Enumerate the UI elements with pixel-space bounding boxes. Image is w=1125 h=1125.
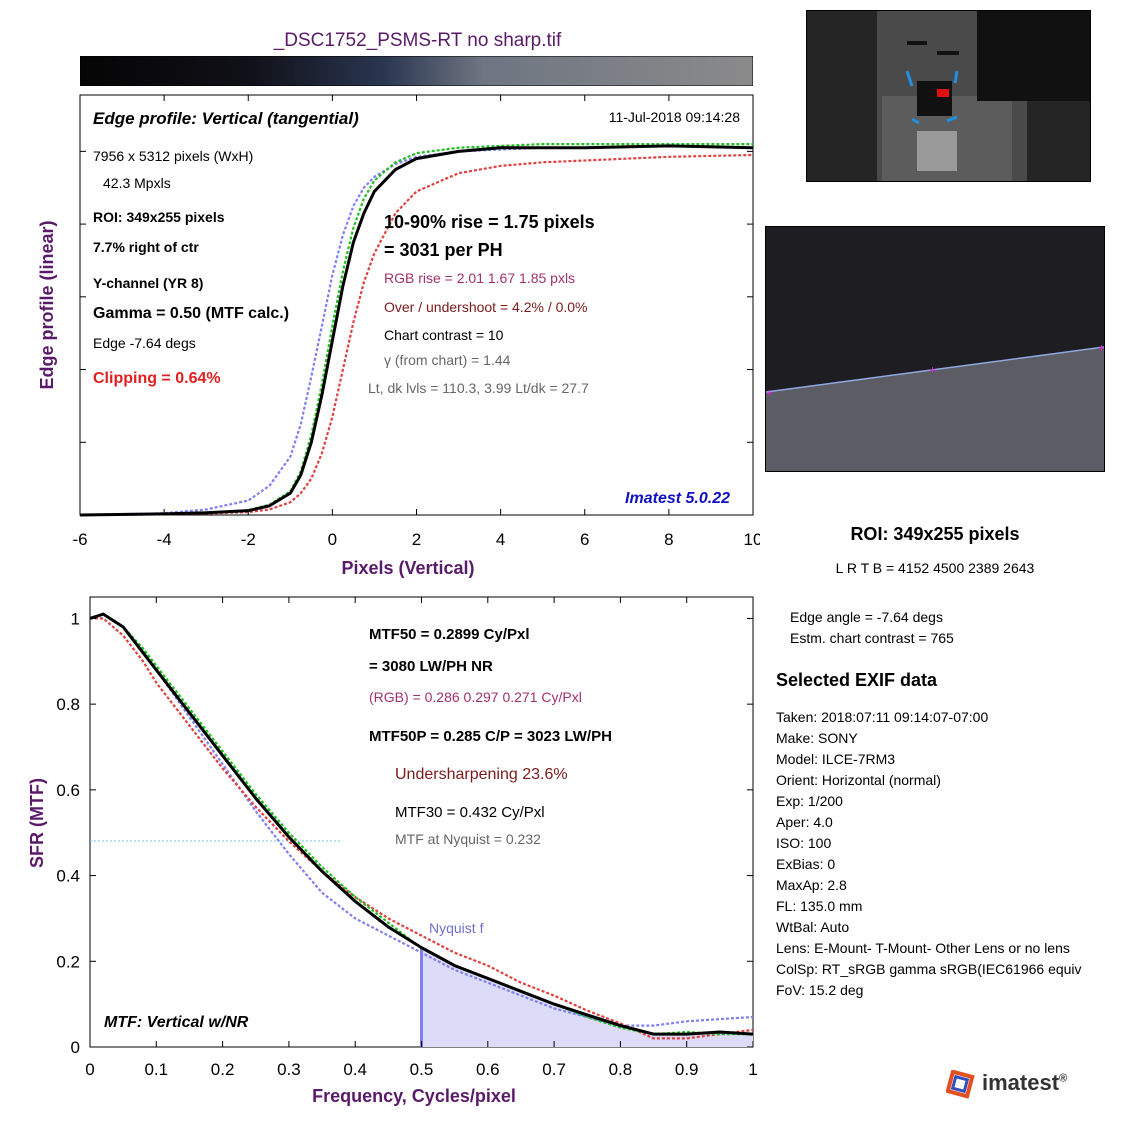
rise-text: 10-90% rise = 1.75 pixels (384, 212, 595, 232)
edge-x-tick-label: 2 (412, 530, 421, 549)
edge-date: 11-Jul-2018 09:14:28 (609, 109, 740, 125)
mtf-series-line (89, 612, 754, 1027)
exif-line: Make: SONY (776, 730, 858, 746)
exif-line: Taken: 2018:07:11 09:14:07-07:00 (776, 709, 989, 725)
mtf50p-text: MTF50P = 0.285 C/P = 3023 LW/PH (369, 728, 612, 745)
undersharpening-text: Undersharpening 23.6% (395, 766, 568, 783)
edge-profile-chart: Edge profile: Vertical (tangential) 11-J… (37, 94, 760, 578)
nyquist-mtf-text: MTF at Nyquist = 0.232 (395, 831, 541, 847)
mtf30-text: MTF30 = 0.432 Cy/Pxl (395, 804, 545, 821)
roi-title: ROI: 349x255 pixels (850, 524, 1020, 544)
mtf-x-tick-label: 0.5 (410, 1060, 434, 1079)
mtf50-text: MTF50 = 0.2899 Cy/Pxl (369, 626, 530, 643)
edge-angle-text: Edge -7.64 degs (93, 335, 196, 351)
exif-line: FL: 135.0 mm (776, 898, 863, 914)
edge-x-tick-label: 8 (664, 530, 673, 549)
imatest-logo-icon (946, 1070, 975, 1099)
per-ph-text: = 3031 per PH (384, 240, 503, 260)
exif-line: FoV: 15.2 deg (776, 982, 864, 998)
mtf-x-tick-label: 0.7 (542, 1060, 566, 1079)
logo-word: imatest (982, 1070, 1060, 1095)
mpxls-text: 42.3 Mpxls (103, 175, 171, 191)
edge-x-tick-label: 0 (328, 530, 337, 549)
mtf-rgb-text: (RGB) = 0.286 0.297 0.271 Cy/Pxl (369, 689, 582, 705)
roi-coords: L R T B = 4152 4500 2389 2643 (835, 560, 1035, 576)
exif-line: ISO: 100 (776, 835, 832, 851)
imatest-logo-text: imatest® (982, 1070, 1068, 1095)
nyquist-fill-area (421, 947, 753, 1047)
edge-x-tick-label: -2 (241, 530, 256, 549)
mtf-y-tick-label: 0.8 (56, 695, 80, 714)
edge-series-line (79, 144, 754, 517)
mtf-x-tick-label: 0.6 (476, 1060, 500, 1079)
exif-line: Model: ILCE-7RM3 (776, 751, 896, 767)
exif-list: Taken: 2018:07:11 09:14:07-07:00 Make: S… (776, 707, 1082, 1001)
mtf-x-tick-label: 0.1 (144, 1060, 168, 1079)
exif-line: ColSp: RT_sRGB gamma sRGB(IEC61966 equiv (776, 961, 1082, 977)
version-text: Imatest 5.0.22 (625, 490, 730, 507)
exif-line: Orient: Horizontal (normal) (776, 772, 941, 788)
mtf-x-tick-label: 0.3 (277, 1060, 301, 1079)
roi-text: ROI: 349x255 pixels (93, 209, 225, 225)
nyquist-label: Nyquist f (429, 920, 484, 936)
exif-line: Lens: E-Mount- T-Mount- Other Lens or no… (776, 940, 1070, 956)
edge-series-line (79, 144, 754, 517)
edge-x-tick-label: 6 (580, 530, 589, 549)
mtf-x-tick-label: 0 (85, 1060, 94, 1079)
roi-marker-center: + (929, 363, 936, 377)
chart-contrast-text: Chart contrast = 10 (384, 327, 504, 343)
mtf-x-tick-label: 0.8 (609, 1060, 633, 1079)
clipping-text: Clipping = 0.64% (93, 370, 221, 387)
exif-line: WtBal: Auto (776, 919, 850, 935)
exif-line: Aper: 4.0 (776, 814, 833, 830)
edge-series-line (79, 153, 754, 517)
roi-marker-right: + (1098, 341, 1105, 355)
edge-y-axis-label: Edge profile (linear) (37, 220, 57, 389)
exif-title: Selected EXIF data (776, 670, 938, 690)
est-contrast-info: Estm. chart contrast = 765 (790, 630, 954, 646)
edge-x-tick-label: 10 (744, 530, 760, 549)
mtf-x-tick-label: 0.9 (675, 1060, 699, 1079)
image-size-text: 7956 x 5312 pixels (WxH) (93, 148, 253, 164)
edge-x-tick-label: 4 (496, 530, 505, 549)
edge-angle-info: Edge angle = -7.64 degs (790, 609, 943, 625)
edge-series-line (79, 143, 753, 517)
mtf-x-axis-label: Frequency, Cycles/pixel (312, 1086, 516, 1106)
edge-x-axis-label: Pixels (Vertical) (341, 558, 474, 578)
exif-line: ExBias: 0 (776, 856, 836, 872)
offset-text: 7.7% right of ctr (93, 239, 199, 255)
rgb-rise-text: RGB rise = 2.01 1.67 1.85 pxls (384, 270, 575, 286)
channel-text: Y-channel (YR 8) (93, 275, 203, 291)
mtf-corner-label: MTF: Vertical w/NR (104, 1014, 249, 1031)
full-image-thumbnail (806, 10, 1091, 182)
overshoot-text: Over / undershoot = 4.2% / 0.0% (384, 299, 588, 315)
gamma-chart-text: γ (from chart) = 1.44 (384, 352, 511, 368)
edge-heading: Edge profile: Vertical (tangential) (93, 109, 359, 128)
roi-marker-left: + (766, 386, 773, 400)
mtf-y-tick-label: 1 (71, 609, 80, 628)
mtf-x-tick-label: 0.4 (343, 1060, 367, 1079)
mtf-chart: MTF50 = 0.2899 Cy/Pxl = 3080 LW/PH NR (R… (27, 596, 758, 1106)
mtf-series-line (89, 612, 753, 1036)
mtf-x-tick-label: 1 (748, 1060, 757, 1079)
mtf-y-tick-label: 0.6 (56, 781, 80, 800)
roi-crop-image: + + + (765, 226, 1105, 472)
tone-step-bar (80, 56, 753, 86)
mtf-y-tick-label: 0 (71, 1038, 80, 1057)
report-title: _DSC1752_PSMS-RT no sharp.tif (273, 30, 562, 51)
edge-plot-frame (79, 94, 754, 516)
lwph-text: = 3080 LW/PH NR (369, 658, 493, 675)
exif-line: Exp: 1/200 (776, 793, 843, 809)
mtf-y-axis-label: SFR (MTF) (27, 778, 47, 868)
mtf-y-tick-label: 0.2 (56, 952, 80, 971)
levels-text: Lt, dk lvls = 110.3, 3.99 Lt/dk = 27.7 (368, 380, 589, 396)
mtf-series-line (89, 612, 754, 1036)
mtf-y-tick-label: 0.4 (56, 867, 80, 886)
edge-x-tick-label: -4 (157, 530, 172, 549)
gamma-text: Gamma = 0.50 (MTF calc.) (93, 305, 289, 322)
edge-x-tick-label: -6 (72, 530, 87, 549)
mtf-x-tick-label: 0.2 (211, 1060, 235, 1079)
exif-line: MaxAp: 2.8 (776, 877, 847, 893)
